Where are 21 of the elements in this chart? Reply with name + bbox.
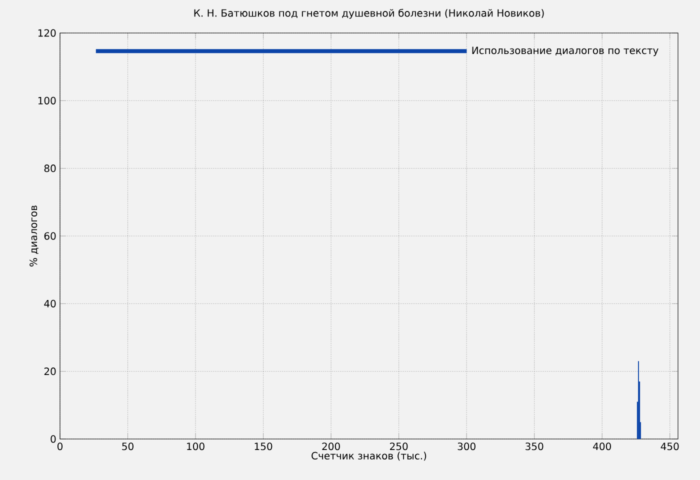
x-tick-label: 0 <box>57 442 63 450</box>
x-tick-label: 200 <box>322 442 340 450</box>
x-tick-label: 450 <box>660 442 679 450</box>
x-tick-label: 150 <box>254 442 272 450</box>
text: Использование диалогов по тексту <box>472 46 658 56</box>
y-axis-title: % диалогов <box>30 206 38 266</box>
chart-title: К. Н. Батюшков под гнетом душевной болезни (Николай Новиков) <box>194 8 544 19</box>
x-tick-label: 50 <box>122 442 134 450</box>
y-tick-label: 60 <box>44 232 56 240</box>
y-tick-label: 100 <box>38 96 56 104</box>
y-tick-label: 80 <box>44 164 56 172</box>
y-tick-label: 0 <box>50 435 56 443</box>
y-tick-label: 40 <box>44 300 56 308</box>
x-tick-label: 250 <box>390 442 408 450</box>
x-tick-label: 100 <box>187 442 204 450</box>
x-axis-title: Счетчик знаков (тыс.) <box>312 452 426 461</box>
y-tick-label: 120 <box>38 29 56 37</box>
x-tick-label: 350 <box>526 442 544 450</box>
x-tick-label: 400 <box>593 442 611 450</box>
y-tick-label: 20 <box>44 368 56 376</box>
x-tick-label: 300 <box>458 442 476 450</box>
